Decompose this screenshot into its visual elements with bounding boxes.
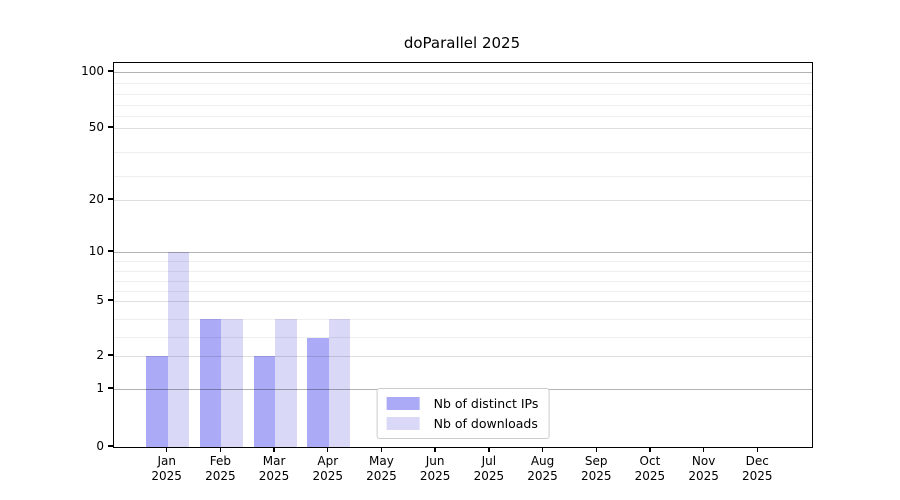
gridline-y-20 bbox=[114, 199, 812, 201]
x-tick-label-nov: Nov 2025 bbox=[688, 454, 719, 483]
legend-swatch-downloads bbox=[386, 417, 420, 430]
y-tick-label: 1 bbox=[96, 381, 104, 395]
y-tick-mark bbox=[108, 445, 113, 447]
legend-item-distinct-ips: Nb of distinct IPs bbox=[386, 396, 539, 411]
y-tick-label: 0 bbox=[96, 439, 104, 453]
legend-label-distinct-ips: Nb of distinct IPs bbox=[433, 396, 539, 411]
bar-downloads-mar bbox=[275, 319, 297, 447]
gridline-y-9 bbox=[114, 261, 812, 263]
x-tick-label-jun: Jun 2025 bbox=[419, 454, 451, 483]
gridline-y-80 bbox=[114, 93, 812, 95]
legend: Nb of distinct IPs Nb of downloads bbox=[376, 388, 550, 439]
y-tick-mark bbox=[108, 198, 113, 200]
x-tick-label-jul: Jul 2025 bbox=[473, 454, 505, 483]
y-tick-label: 20 bbox=[88, 192, 104, 206]
bar-downloads-jan bbox=[167, 252, 190, 447]
gridline-y-6 bbox=[114, 290, 812, 292]
y-tick-label: 2 bbox=[96, 348, 104, 362]
x-tick-mark bbox=[541, 447, 544, 452]
y-tick-mark bbox=[108, 387, 113, 389]
gridline-y-50 bbox=[114, 127, 812, 129]
gridline-y-100 bbox=[114, 71, 812, 73]
gridline-y-40 bbox=[114, 151, 812, 153]
gridline-y-60 bbox=[114, 116, 812, 118]
bar-distinct-ips-feb bbox=[199, 319, 222, 447]
legend-swatch-distinct-ips bbox=[386, 397, 420, 410]
x-tick-label-apr: Apr 2025 bbox=[312, 454, 344, 483]
y-tick-label: 100 bbox=[81, 64, 104, 78]
y-tick-mark bbox=[108, 250, 113, 252]
gridline-y-5 bbox=[114, 300, 812, 302]
y-tick-label: 10 bbox=[88, 244, 104, 258]
x-tick-label-may: May 2025 bbox=[366, 454, 397, 483]
bar-downloads-apr bbox=[328, 319, 351, 447]
x-tick-mark bbox=[380, 447, 383, 452]
legend-label-downloads: Nb of downloads bbox=[433, 416, 538, 431]
gridline-y-4 bbox=[114, 318, 812, 320]
x-tick-label-jan: Jan 2025 bbox=[151, 454, 182, 483]
x-tick-mark bbox=[649, 447, 651, 452]
gridline-y-90 bbox=[114, 82, 812, 84]
x-tick-label-sep: Sep 2025 bbox=[580, 454, 612, 483]
x-tick-mark bbox=[595, 447, 597, 452]
x-tick-mark bbox=[434, 447, 436, 452]
x-tick-label-dec: Dec 2025 bbox=[742, 454, 773, 483]
gridline-y-10 bbox=[114, 251, 812, 253]
y-tick-mark bbox=[108, 70, 113, 72]
y-tick-label: 50 bbox=[88, 120, 104, 134]
bar-distinct-ips-apr bbox=[307, 337, 329, 447]
x-tick-mark bbox=[756, 447, 758, 452]
x-tick-mark bbox=[219, 447, 222, 452]
gridline-y-7 bbox=[114, 280, 812, 282]
y-tick-mark bbox=[108, 354, 113, 356]
y-tick-mark bbox=[108, 126, 113, 128]
gridline-y-70 bbox=[114, 105, 812, 107]
bar-distinct-ips-jan bbox=[146, 356, 168, 447]
x-tick-mark bbox=[165, 447, 168, 452]
gridline-y-2 bbox=[114, 355, 812, 357]
gridline-y-8 bbox=[114, 271, 812, 273]
x-tick-label-aug: Aug 2025 bbox=[527, 454, 558, 483]
chart-title: doParallel 2025 bbox=[403, 34, 521, 52]
x-tick-mark bbox=[327, 447, 329, 452]
x-tick-label-feb: Feb 2025 bbox=[205, 454, 236, 483]
legend-item-downloads: Nb of downloads bbox=[386, 416, 539, 431]
x-tick-mark bbox=[702, 447, 705, 452]
bar-distinct-ips-mar bbox=[253, 356, 276, 447]
x-tick-label-oct: Oct 2025 bbox=[634, 454, 666, 483]
x-tick-mark bbox=[488, 447, 490, 452]
gridline-y-30 bbox=[114, 175, 812, 177]
x-tick-mark bbox=[273, 447, 275, 452]
bar-downloads-feb bbox=[221, 319, 243, 447]
gridline-y-3 bbox=[114, 337, 812, 339]
y-tick-label: 5 bbox=[96, 293, 104, 307]
x-tick-label-mar: Mar 2025 bbox=[258, 454, 290, 483]
plot-area: Nb of distinct IPs Nb of downloads bbox=[113, 62, 813, 448]
y-tick-mark bbox=[108, 299, 113, 301]
